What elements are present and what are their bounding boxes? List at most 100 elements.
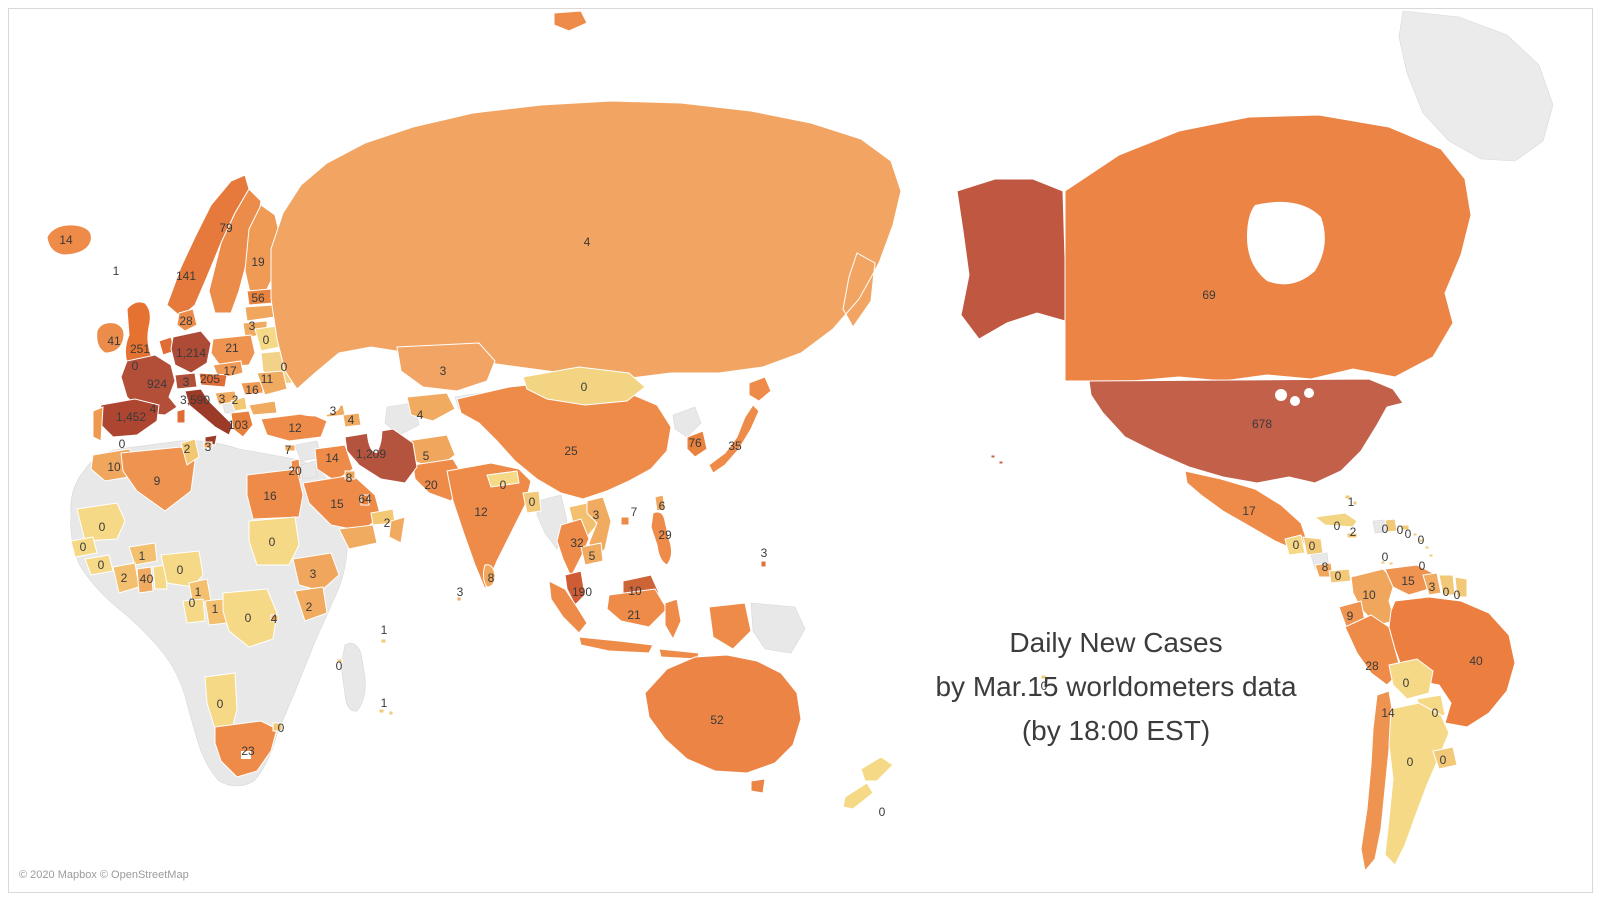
- country-rwanda[interactable]: [270, 614, 279, 622]
- country-australia[interactable]: [644, 654, 802, 774]
- country-lesser-antilles[interactable]: [1412, 532, 1434, 558]
- country-taiwan[interactable]: [654, 494, 666, 512]
- country-austria[interactable]: [198, 372, 228, 388]
- country-italy[interactable]: [184, 388, 234, 446]
- country-germany[interactable]: [170, 330, 212, 374]
- country-kazakhstan[interactable]: [396, 342, 496, 392]
- country-sumatra[interactable]: [548, 580, 588, 634]
- country-french-guiana[interactable]: [1454, 576, 1468, 598]
- value-label-maldives: 3: [457, 585, 464, 599]
- country-egypt[interactable]: [246, 468, 304, 520]
- country-azerbaijan[interactable]: [342, 412, 362, 428]
- country-mauritania[interactable]: [76, 502, 126, 542]
- country-reunion-mauritius[interactable]: [378, 708, 394, 716]
- country-togo-benin[interactable]: [152, 564, 168, 590]
- country-south-africa[interactable]: [214, 720, 278, 778]
- country-thailand[interactable]: [556, 518, 590, 579]
- country-malaysia-peninsula[interactable]: [564, 570, 586, 606]
- country-iraq[interactable]: [314, 444, 354, 482]
- country-bahamas[interactable]: [1344, 494, 1358, 506]
- country-sulawesi[interactable]: [664, 598, 682, 641]
- country-guatemala[interactable]: [1284, 534, 1306, 556]
- country-dominican-republic[interactable]: [1384, 518, 1398, 533]
- country-hungary[interactable]: [240, 380, 264, 396]
- country-bolivia[interactable]: [1388, 658, 1434, 700]
- map-title-line3: (by 18:00 EST): [1021, 715, 1211, 746]
- country-sardinia[interactable]: [176, 408, 186, 424]
- country-uruguay[interactable]: [1432, 746, 1458, 770]
- country-kuwait[interactable]: [344, 470, 356, 480]
- country-oman[interactable]: [388, 516, 406, 544]
- country-cuba[interactable]: [1313, 512, 1358, 528]
- country-jordan[interactable]: [300, 460, 318, 480]
- country-iceland[interactable]: [46, 224, 92, 256]
- country-denmark[interactable]: [176, 308, 198, 332]
- map-attribution[interactable]: © 2020 Mapbox © OpenStreetMap: [19, 869, 189, 881]
- country-nepal[interactable]: [486, 470, 520, 488]
- country-eswatini[interactable]: [272, 722, 283, 732]
- country-burkina-faso[interactable]: [128, 542, 158, 566]
- country-puerto-rico[interactable]: [1400, 524, 1410, 531]
- country-guinea[interactable]: [84, 554, 114, 576]
- country-curacao[interactable]: [1380, 560, 1394, 566]
- country-poland[interactable]: [210, 334, 256, 368]
- country-uzbekistan[interactable]: [406, 392, 456, 422]
- country-mongolia[interactable]: [522, 366, 646, 406]
- country-tasmania[interactable]: [750, 778, 766, 794]
- country-guyana[interactable]: [1422, 572, 1442, 596]
- country-yemen[interactable]: [338, 524, 378, 550]
- country-suriname[interactable]: [1438, 574, 1456, 596]
- country-fiji[interactable]: [1040, 674, 1047, 680]
- country-kenya[interactable]: [294, 586, 328, 622]
- country-japan[interactable]: [708, 376, 772, 474]
- country-gabon[interactable]: [182, 598, 206, 624]
- country-qatar[interactable]: [360, 494, 370, 506]
- country-west-papua[interactable]: [708, 602, 752, 650]
- country-sri-lanka[interactable]: [482, 564, 496, 588]
- country-usa[interactable]: [1088, 378, 1404, 484]
- country-india[interactable]: [446, 462, 532, 591]
- country-cyprus[interactable]: [284, 444, 296, 452]
- country-greece[interactable]: [230, 410, 254, 438]
- country-seychelles[interactable]: [380, 638, 387, 644]
- country-alaska[interactable]: [956, 178, 1066, 340]
- country-serbia[interactable]: [230, 396, 248, 412]
- country-honduras[interactable]: [1302, 536, 1324, 556]
- country-svalbard[interactable]: [553, 10, 588, 32]
- country-senegal[interactable]: [70, 536, 98, 558]
- country-argentina[interactable]: [1384, 702, 1450, 866]
- country-papua-new-guinea[interactable]: [750, 602, 806, 654]
- country-new-zealand[interactable]: [842, 756, 894, 810]
- country-ireland[interactable]: [96, 322, 125, 354]
- country-jamaica[interactable]: [1346, 532, 1358, 539]
- country-cambodia[interactable]: [580, 542, 604, 566]
- country-east-malaysia-borneo[interactable]: [606, 588, 668, 628]
- country-java[interactable]: [578, 636, 654, 654]
- country-switzerland[interactable]: [174, 372, 198, 390]
- country-madagascar[interactable]: [340, 642, 366, 712]
- country-south-korea[interactable]: [686, 430, 708, 458]
- country-dr-congo[interactable]: [222, 588, 278, 648]
- country-portugal[interactable]: [92, 406, 104, 442]
- country-bangladesh[interactable]: [522, 490, 542, 514]
- country-bulgaria[interactable]: [248, 400, 278, 416]
- country-ethiopia[interactable]: [292, 552, 340, 592]
- country-hainan[interactable]: [620, 516, 630, 526]
- country-guam[interactable]: [760, 560, 767, 568]
- country-ghana[interactable]: [136, 566, 154, 594]
- country-philippines[interactable]: [650, 511, 673, 566]
- country-brazil[interactable]: [1388, 596, 1516, 728]
- country-north-korea[interactable]: [672, 406, 702, 438]
- country-romania[interactable]: [256, 370, 288, 396]
- country-saudi-arabia[interactable]: [302, 474, 382, 532]
- country-iran[interactable]: [344, 428, 418, 484]
- country-malta[interactable]: [203, 441, 213, 449]
- country-sudan[interactable]: [248, 516, 300, 566]
- country-comoros[interactable]: [336, 658, 343, 664]
- country-hawaii[interactable]: [990, 454, 1004, 465]
- country-tunisia[interactable]: [180, 438, 200, 466]
- country-greenland[interactable]: [1398, 10, 1554, 162]
- country-maldives[interactable]: [456, 596, 462, 602]
- country-russia[interactable]: [270, 100, 902, 390]
